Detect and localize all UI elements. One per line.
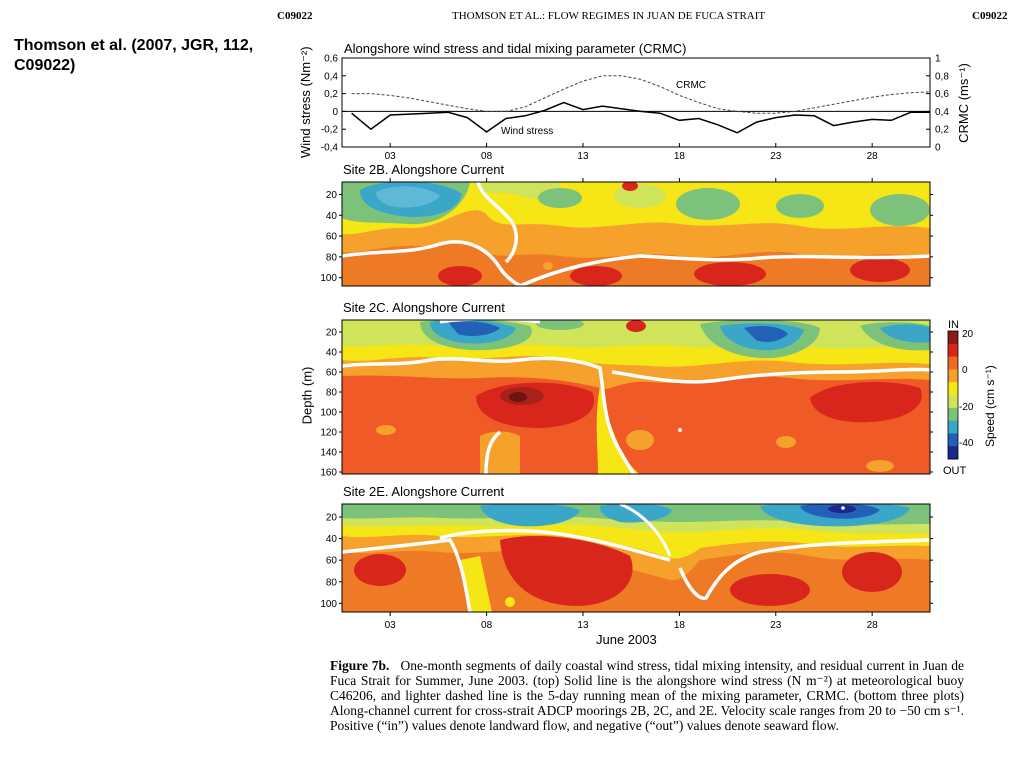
- wind-stress-series-line: [351, 101, 930, 134]
- site-2c-depth-tick-label: 80: [326, 388, 338, 399]
- colorbar-swatch: [948, 382, 958, 396]
- crmc-series-line: [351, 75, 931, 114]
- colorbar-title: Speed (cm s⁻¹): [983, 365, 997, 447]
- left-axis-tick-label: -0,4: [321, 143, 339, 154]
- colorbar-swatch: [948, 356, 958, 370]
- colorbar-swatch: [948, 407, 958, 422]
- bottom-x-tick-label: 23: [770, 620, 782, 631]
- colorbar-swatch: [948, 343, 958, 358]
- site-2c-depth-tick-label: 60: [326, 368, 338, 379]
- site-2e-depth-tick-label: 80: [326, 577, 338, 588]
- top-chart-x-tick-label: 08: [481, 151, 493, 162]
- site-2c-depth-tick-label: 120: [320, 428, 337, 439]
- site-2b-depth-tick-label: 60: [326, 232, 338, 243]
- site-2c-frame: [341, 319, 931, 475]
- colorbar-swatch: [948, 420, 958, 434]
- x-axis-label: June 2003: [596, 632, 657, 647]
- colorbar-out-label: OUT: [943, 465, 967, 477]
- right-axis-tick-label: 0,6: [935, 89, 949, 100]
- colorbar-swatch: [948, 395, 958, 409]
- colorbar-swatch: [948, 446, 958, 460]
- bottom-x-tick-label: 13: [577, 620, 589, 631]
- top-chart-x-tick-label: 28: [867, 151, 879, 162]
- right-axis-tick-label: 0: [935, 143, 941, 154]
- top-chart-frame: [341, 57, 931, 148]
- colorbar-swatch: [948, 433, 958, 447]
- colorbar-tick-20: 20: [962, 329, 974, 340]
- site-2e-depth-tick-label: 40: [326, 534, 338, 545]
- colorbar-frame: [947, 330, 959, 460]
- site-2b-contour-plot: [342, 182, 930, 286]
- site-2e-depth-tick-label: 60: [326, 556, 338, 567]
- colorbar-swatch: [948, 331, 958, 345]
- page-header-left-code: C09022: [277, 10, 313, 22]
- top-chart-x-tick-label: 13: [577, 151, 589, 162]
- site-2c-depth-tick-label: 100: [320, 408, 337, 419]
- site-2e-title: Site 2E. Alongshore Current: [343, 484, 505, 499]
- site-2b-depth-tick-label: 100: [320, 273, 337, 284]
- page-header-right-code: C09022: [972, 10, 1008, 22]
- wind-stress-series-label: Wind stress: [501, 126, 553, 137]
- left-axis-tick-label: 0,4: [324, 71, 338, 82]
- top-chart-x-tick-label: 18: [674, 151, 686, 162]
- site-2c-title: Site 2C. Alongshore Current: [343, 300, 505, 315]
- right-axis-tick-label: 0,8: [935, 71, 949, 82]
- left-axis-tick-label: 0: [332, 107, 338, 118]
- site-2e-depth-tick-label: 20: [326, 512, 338, 523]
- top-chart-x-tick-label: 03: [385, 151, 397, 162]
- figure-caption: Figure 7b. One-month segments of daily c…: [330, 658, 964, 733]
- bottom-x-tick-label: 08: [481, 620, 493, 631]
- top-chart-x-tick-label: 23: [770, 151, 782, 162]
- colorbar-in-label: IN: [948, 319, 959, 331]
- bottom-x-tick-label: 03: [385, 620, 397, 631]
- colorbar-swatch: [948, 369, 958, 383]
- site-2e-contour-plot: [342, 504, 930, 612]
- right-axis-tick-label: 0,2: [935, 125, 949, 136]
- colorbar-tick-neg40: -40: [959, 438, 974, 449]
- site-2c-depth-tick-label: 140: [320, 448, 337, 459]
- speed-colorbar: [948, 331, 958, 460]
- right-axis-tick-label: 1: [935, 54, 941, 65]
- bottom-x-tick-label: 18: [674, 620, 686, 631]
- running-title: THOMSON ET AL.: FLOW REGIMES IN JUAN DE …: [452, 10, 766, 22]
- right-axis-tick-label: 0,4: [935, 107, 949, 118]
- site-2e-depth-tick-label: 100: [320, 599, 337, 610]
- left-axis-tick-label: 0,6: [324, 54, 338, 65]
- left-axis-tick-label: 0,2: [324, 89, 338, 100]
- site-2b-depth-tick-label: 80: [326, 252, 338, 263]
- site-2e-frame: [341, 503, 931, 613]
- citation: Thomson et al. (2007, JGR, 112, C09022): [14, 37, 254, 74]
- site-2b-frame: [341, 181, 931, 287]
- bottom-x-tick-label: 28: [867, 620, 879, 631]
- crmc-series-label: CRMC: [676, 80, 706, 91]
- left-axis-tick-label: -0,2: [321, 125, 339, 136]
- site-2c-depth-tick-label: 40: [326, 348, 338, 359]
- site-2b-title: Site 2B. Alongshore Current: [343, 162, 505, 177]
- top-panel-title: Alongshore wind stress and tidal mixing …: [344, 41, 687, 56]
- site-2b-depth-tick-label: 40: [326, 211, 338, 222]
- site-2b-depth-tick-label: 20: [326, 190, 338, 201]
- site-2c-depth-tick-label: 20: [326, 328, 338, 339]
- site-2c-depth-tick-label: 160: [320, 468, 337, 479]
- site-2c-contour-plot: [342, 320, 930, 474]
- colorbar-tick-0: 0: [962, 365, 968, 376]
- colorbar-tick-neg20: -20: [959, 402, 974, 413]
- depth-axis-label: Depth (m): [299, 366, 315, 425]
- figure-label: Figure 7b.: [330, 658, 390, 673]
- figure-caption-text: One-month segments of daily coastal wind…: [330, 658, 964, 733]
